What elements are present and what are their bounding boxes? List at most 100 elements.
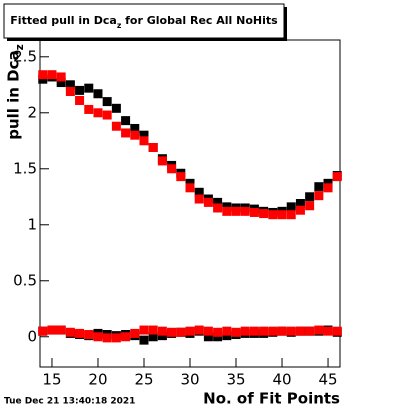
marker [213,327,223,337]
marker [222,206,232,216]
marker [102,97,112,107]
marker [295,326,305,336]
marker [93,89,103,99]
marker [65,80,75,90]
marker [93,108,103,118]
marker [130,130,140,140]
timestamp: Tue Dec 21 13:40:18 2021 [4,397,135,407]
marker [47,70,57,80]
marker [194,187,204,197]
marker [148,143,158,153]
marker [111,333,121,343]
marker [314,325,324,335]
marker [75,95,85,105]
x-tick-label: 30 [180,371,199,389]
marker [194,325,204,335]
marker [75,85,85,95]
marker [286,210,296,220]
marker [231,206,241,216]
title-box [3,3,285,39]
marker [268,210,278,220]
marker [249,326,259,336]
marker [56,78,66,88]
marker [277,326,287,336]
marker [84,104,94,114]
marker [305,326,315,336]
marker [47,325,57,335]
x-tick-label: 40 [272,371,291,389]
marker [111,121,121,131]
x-tick-label: 15 [42,371,61,389]
marker [84,330,94,340]
marker [157,156,167,166]
marker [56,72,66,82]
marker [121,116,131,126]
y-tick-label: 2.5 [13,47,37,65]
marker [323,326,333,336]
marker [93,332,103,342]
y-tick-label: 1.5 [13,159,37,177]
marker [231,327,241,337]
y-tick-label: 1 [27,215,37,233]
x-tick-label: 35 [226,371,245,389]
y-tick-label: 0.5 [13,271,37,289]
marker [148,332,158,342]
marker [139,335,149,345]
marker [130,123,140,133]
marker [102,110,112,120]
marker [240,326,250,336]
marker [259,209,269,219]
marker [240,206,250,216]
marker [314,191,324,201]
marker [139,130,149,140]
marker [295,205,305,215]
marker [277,210,287,220]
chart-title: Fitted pull in Dcaz for Global Rec All N… [10,14,278,30]
marker [332,172,342,182]
y-tick-label: 0 [27,327,37,345]
marker [38,70,48,80]
marker [203,326,213,336]
marker [167,327,177,337]
marker [102,333,112,343]
marker [185,183,195,193]
marker [194,194,204,204]
marker [167,164,177,174]
marker [286,326,296,336]
marker [65,87,75,97]
marker [121,332,131,342]
marker [203,332,213,342]
marker [38,326,48,336]
marker [139,136,149,146]
marker [148,325,158,335]
marker [222,326,232,336]
x-tick-label: 45 [318,371,337,389]
x-tick-label: 20 [88,371,107,389]
marker [305,201,315,211]
marker [65,327,75,337]
marker [323,183,333,193]
marker [332,326,342,336]
marker [203,197,213,207]
marker [56,325,66,335]
marker [213,197,223,207]
marker [286,202,296,212]
marker [213,203,223,213]
marker [84,83,94,93]
marker [268,326,278,336]
marker [157,326,167,336]
marker [130,328,140,338]
marker [121,128,131,138]
marker [295,199,305,208]
marker [305,192,315,202]
x-tick-label: 25 [134,371,153,389]
marker [111,103,121,113]
marker [75,328,85,338]
marker [249,207,259,217]
y-axis-label: pull in Dcaz [5,44,27,140]
y-tick-label: 2 [27,103,37,121]
marker [176,172,186,182]
marker [314,182,324,192]
